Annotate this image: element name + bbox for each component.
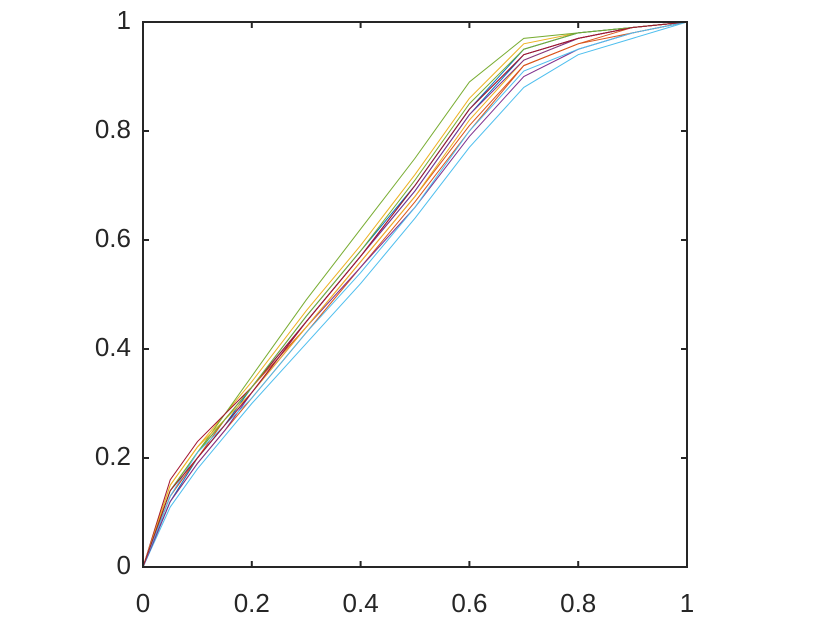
data-line bbox=[142, 21, 688, 568]
data-line bbox=[142, 21, 688, 568]
data-line bbox=[142, 21, 688, 568]
data-line bbox=[142, 21, 688, 568]
data-line bbox=[142, 21, 688, 568]
x-tick-label: 0 bbox=[136, 588, 150, 618]
x-tick-label: 1 bbox=[680, 588, 694, 618]
y-tick-label: 0 bbox=[117, 550, 131, 580]
data-line bbox=[142, 21, 688, 568]
y-tick-label: 0.2 bbox=[95, 441, 131, 471]
data-line bbox=[142, 21, 688, 568]
y-tick-label: 0.4 bbox=[95, 332, 131, 362]
data-line bbox=[142, 21, 688, 568]
x-tick-label: 0.8 bbox=[560, 588, 596, 618]
x-tick-label: 0.2 bbox=[234, 588, 270, 618]
data-line bbox=[142, 21, 688, 568]
x-tick-label: 0.4 bbox=[343, 588, 379, 618]
data-line bbox=[142, 21, 688, 568]
data-line bbox=[142, 21, 688, 568]
data-line bbox=[142, 21, 688, 568]
x-tick-label: 0.6 bbox=[451, 588, 487, 618]
y-tick-label: 1 bbox=[117, 5, 131, 35]
data-line bbox=[142, 21, 688, 568]
y-tick-label: 0.6 bbox=[95, 223, 131, 253]
data-line bbox=[142, 21, 688, 568]
axes-box bbox=[142, 21, 688, 568]
y-tick-label: 0.8 bbox=[95, 114, 131, 144]
